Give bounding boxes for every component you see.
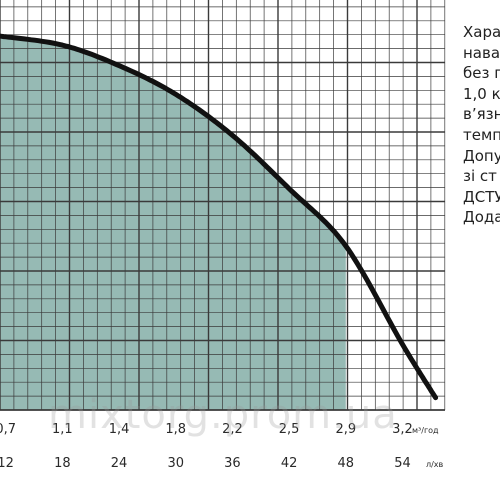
curve-layer bbox=[0, 33, 439, 401]
x-tick-label-m3h: 0,7 bbox=[0, 422, 16, 437]
side-text-line: зі ст bbox=[463, 167, 497, 186]
side-text-line: 1,0 к bbox=[463, 84, 500, 103]
x-tick-label-lmin: 54 bbox=[394, 456, 411, 471]
side-text-line: без п bbox=[463, 64, 500, 83]
shaded-area bbox=[0, 36, 346, 410]
side-text-line: Допу bbox=[463, 146, 500, 165]
x-tick-label-lmin: 42 bbox=[281, 456, 298, 471]
characteristic-curve bbox=[0, 33, 439, 401]
x-tick-label-lmin: 30 bbox=[167, 456, 184, 471]
side-text-line: наван bbox=[463, 43, 500, 62]
side-text-line: Харак bbox=[463, 23, 500, 41]
x-tick-label-lmin: 36 bbox=[224, 456, 241, 471]
x-tick-label-m3h: 2,9 bbox=[335, 422, 356, 437]
side-text-line: темп bbox=[463, 125, 500, 144]
x-tick-label-m3h: 1,4 bbox=[109, 422, 130, 437]
x-tick-label-lmin: 24 bbox=[111, 456, 128, 471]
x-tick-label-lmin: 18 bbox=[54, 456, 71, 471]
x-tick-label-m3h: 1,8 bbox=[165, 422, 186, 437]
side-text-line: в’язн bbox=[463, 105, 500, 124]
x-tick-label-lmin: 12 bbox=[0, 456, 14, 471]
x-unit-label-m3h: м³/год bbox=[412, 426, 439, 435]
x-tick-label-m3h: 2,5 bbox=[279, 422, 300, 437]
x-axis-lmin: 12 18 24 30 36 42 48 54 л/хв bbox=[0, 456, 444, 471]
side-text-line: Дода bbox=[463, 208, 500, 227]
shaded-operating-area bbox=[0, 36, 346, 410]
x-tick-label-m3h: 3,2 bbox=[392, 422, 413, 437]
x-unit-label-lmin: л/хв bbox=[426, 460, 444, 469]
x-axis-m3h: 0,7 1,1 1,4 1,8 2,2 2,5 2,9 3,2м³/год bbox=[0, 422, 439, 437]
x-tick-label-lmin: 48 bbox=[338, 456, 355, 471]
x-tick-label-m3h: 1,1 bbox=[52, 422, 73, 437]
x-tick-label-m3h: 2,2 bbox=[222, 422, 243, 437]
side-text-line: ДСТУ bbox=[463, 187, 500, 206]
